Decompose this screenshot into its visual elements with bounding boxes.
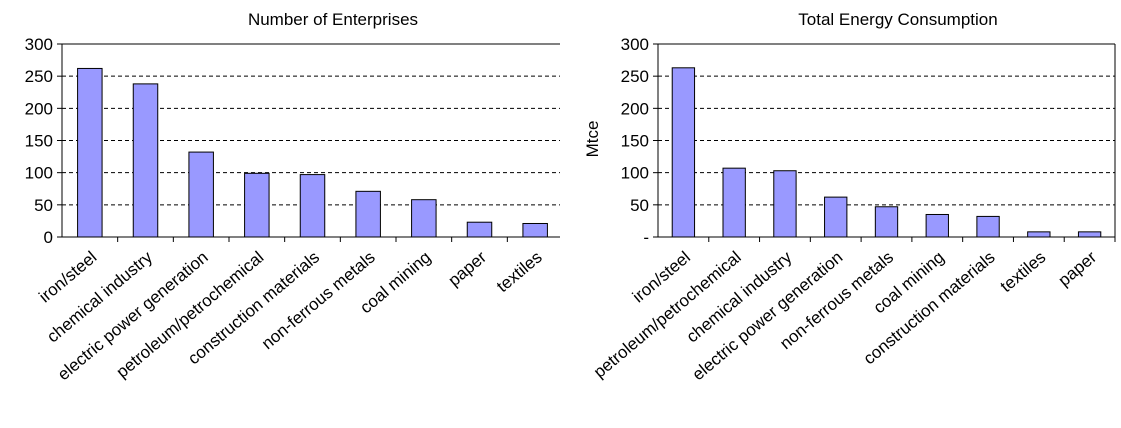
y-tick-label: 50 — [630, 196, 649, 215]
axes — [653, 43, 1116, 242]
bar — [411, 199, 437, 238]
bar — [1077, 231, 1102, 238]
category-label: textiles — [493, 248, 546, 297]
bar — [671, 67, 696, 238]
bar — [466, 221, 493, 238]
category-label: textiles — [997, 248, 1050, 297]
y-tick-label: 300 — [25, 35, 53, 54]
bar — [522, 222, 548, 238]
bar — [874, 206, 899, 238]
y-tick-label: 100 — [621, 164, 649, 183]
y-tick-label: 200 — [621, 99, 649, 118]
y-tick-label: 150 — [25, 132, 53, 151]
y-tick-labels: - 50 100 150 200 250 300 — [621, 35, 649, 247]
y-tick-label: - — [643, 228, 649, 247]
chart-title: Number of Enterprises — [248, 10, 418, 29]
grid-lines — [62, 43, 560, 206]
enterprises-chart: Number of Enterprises 0 50 100 150 200 250 300… — [25, 10, 560, 384]
bar — [244, 172, 270, 238]
bar — [824, 196, 848, 238]
category-labels: iron/steelpetroleum/petrochemicalchemica… — [590, 247, 1101, 384]
y-tick-label: 0 — [44, 228, 53, 247]
y-tick-label: 150 — [621, 132, 649, 151]
grid-lines — [658, 43, 1115, 206]
bar — [1027, 231, 1051, 238]
bar — [773, 170, 797, 238]
bar — [132, 83, 159, 238]
bar — [188, 151, 214, 238]
category-label: paper — [445, 247, 491, 290]
category-label: paper — [1055, 247, 1101, 290]
y-tick-label: 50 — [34, 196, 53, 215]
y-axis-label: Mtce — [583, 121, 602, 158]
y-tick-label: 250 — [621, 67, 649, 86]
y-tick-labels: 0 50 100 150 200 250 300 — [25, 35, 53, 247]
bar — [77, 67, 103, 238]
bar — [925, 213, 949, 238]
bar — [976, 215, 1000, 238]
bar — [299, 174, 326, 238]
axes — [57, 43, 560, 242]
bar — [355, 190, 381, 238]
chart-title: Total Energy Consumption — [798, 10, 997, 29]
y-tick-label: 200 — [25, 99, 53, 118]
y-tick-label: 100 — [25, 164, 53, 183]
y-tick-label: 300 — [621, 35, 649, 54]
y-tick-label: 250 — [25, 67, 53, 86]
bars — [671, 67, 1102, 238]
bars — [77, 67, 548, 238]
energy-chart: Total Energy Consumption Mtce - 50 100 150 2… — [583, 10, 1116, 384]
bar — [722, 167, 746, 238]
